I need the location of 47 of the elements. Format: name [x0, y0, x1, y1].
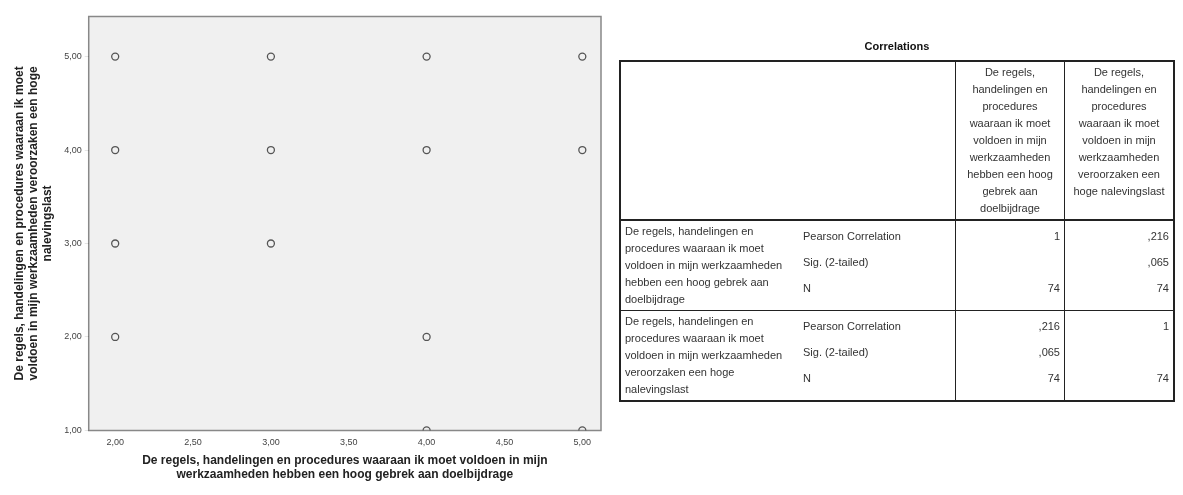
text: De regels, handelingen en procedures waaraan ik moet voldoen in mijn werkzaamheden veroorzaken een hoge nalevingslast	[624, 314, 784, 397]
text: 1	[1161, 319, 1169, 334]
x-tick-label: 4,00	[417, 437, 436, 448]
text: ,216	[1146, 229, 1169, 244]
text: Sig. (2-tailed)	[803, 255, 870, 270]
y-axis-title: De regels, handelingen en procedures waaraan ik moet voldoen in mijn werkzaamheden veroorzaken een hoge nalevingslast	[11, 66, 55, 381]
text: Sig. (2-tailed)	[803, 346, 869, 358]
y-tick-label: 5,00	[64, 51, 82, 62]
x-axis-title: De regels, handelingen en procedures waaraan ik moet voldoen in mijn werkzaamheden hebben een hoog gebrek aan doelbijdrage	[142, 452, 548, 482]
point	[422, 145, 431, 155]
text: Pearson Correlation	[803, 229, 902, 244]
text: De regels, handelingen en procedures waaraan ik moet voldoen in mijn werkzaamheden veroorzaken een hoge nalevingslast	[1064, 61, 1174, 220]
text: Correlations	[863, 40, 931, 52]
text: N	[803, 372, 811, 384]
text: 74	[1155, 281, 1169, 296]
text: De regels, handelingen en procedures waaraan ik moet voldoen in mijn werkzaamheden hebben een hoog gebrek aan doelbijdrage	[967, 66, 1053, 214]
point	[111, 239, 120, 248]
point	[422, 52, 431, 61]
point	[578, 145, 587, 155]
point	[111, 145, 120, 155]
point	[111, 52, 120, 61]
point	[578, 52, 587, 61]
text: ,216	[1037, 319, 1060, 334]
point	[266, 145, 276, 155]
y-tick-label: 2,00	[64, 331, 82, 342]
text: N	[803, 281, 812, 296]
x-tick-label: 3,50	[339, 437, 358, 448]
x-tick-label: 2,50	[184, 437, 202, 448]
text: 74	[1046, 371, 1060, 386]
x-tick-label: 4,50	[495, 437, 514, 448]
text: 1	[1052, 229, 1060, 244]
point	[266, 52, 276, 61]
text: ,065	[1146, 255, 1169, 270]
text: 74	[1155, 371, 1169, 386]
y-tick-label: 4,00	[64, 144, 82, 155]
point	[111, 332, 120, 342]
y-tick-label: 1,00	[64, 424, 82, 435]
x-tick-label: 3,00	[262, 437, 280, 448]
y-tick-label: 3,00	[64, 237, 82, 248]
x-tick-label: 5,00	[573, 437, 592, 448]
text: De regels, handelingen en procedures waaraan ik moet voldoen in mijn werkzaamheden hebben een hoog gebrek aan doelbijdrage	[624, 224, 784, 307]
text: 74	[1046, 281, 1060, 296]
point	[266, 239, 276, 248]
text: Pearson Correlation	[803, 320, 901, 332]
x-tick-label: 2,00	[106, 437, 124, 448]
point	[422, 332, 431, 342]
text: ,065	[1037, 345, 1060, 360]
